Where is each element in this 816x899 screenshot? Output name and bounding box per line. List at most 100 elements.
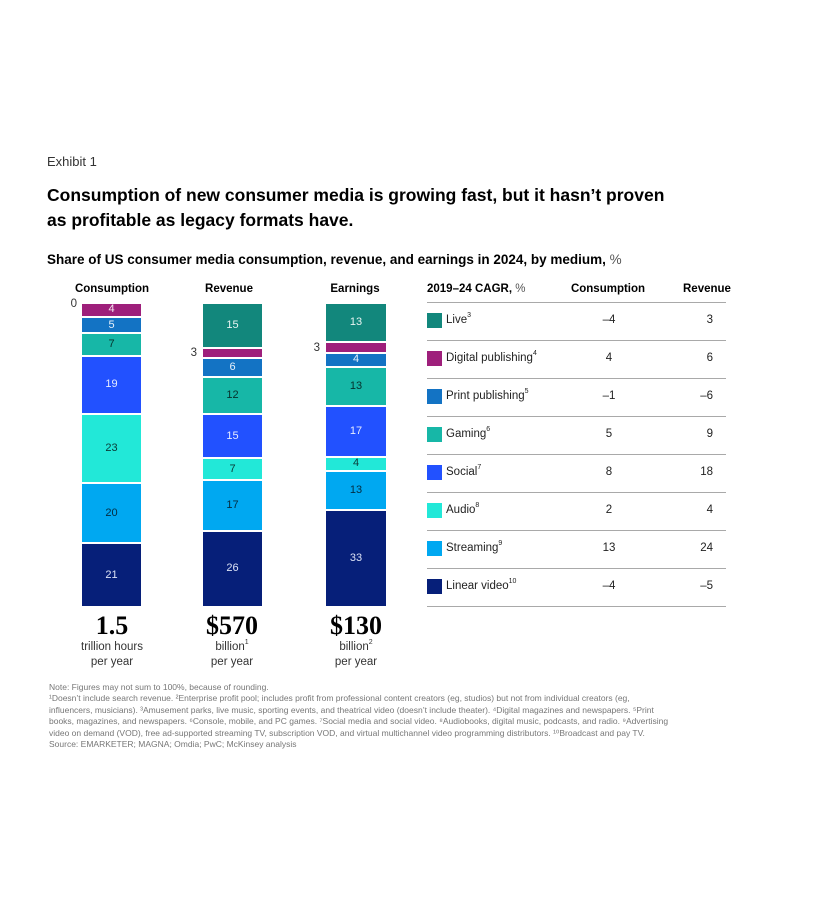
- segment-label: 3: [190, 347, 197, 360]
- chart-subtitle: Share of US consumer media consumption, …: [47, 252, 622, 267]
- segment-label: 4: [352, 457, 360, 470]
- total-consumption: 1.5 trillion hours per year: [42, 612, 182, 670]
- total-unit-text: billion: [215, 641, 245, 653]
- cagr-row-print-publishing: Print publishing5 –1 –6: [427, 378, 726, 416]
- bar-segment-social: 15: [203, 414, 262, 458]
- segment-label: 15: [226, 318, 239, 331]
- footnote-line: books, magazines, and newspapers. ⁶Conso…: [49, 716, 669, 727]
- cagr-revenue-value: 24: [700, 542, 713, 554]
- bar-segment-social: 19: [82, 356, 141, 413]
- bar-segment-digital-publishing: [203, 348, 262, 358]
- cagr-row-linear-video: Linear video10 –4 –5: [427, 568, 726, 606]
- total-unit: trillion hours: [42, 640, 182, 655]
- cagr-header-title: 2019–24 CAGR, %: [427, 283, 525, 295]
- title-line-1: Consumption of new consumer media is gro…: [47, 185, 665, 205]
- series-name: Print publishing: [446, 390, 525, 402]
- bar-segment-linear-video: 26: [203, 531, 262, 606]
- total-period: per year: [210, 656, 254, 668]
- footnote-ref: 7: [477, 464, 482, 472]
- legend-label: Live3: [446, 312, 471, 328]
- total-period: per year: [90, 656, 134, 668]
- bar-segment-print-publishing: 6: [203, 359, 262, 377]
- footnote-ref: 3: [467, 312, 472, 320]
- cagr-consumption-value: 2: [605, 504, 613, 516]
- total-unit-text: billion: [339, 641, 369, 653]
- legend-swatch-icon: [427, 541, 442, 556]
- cagr-revenue-value: 18: [700, 466, 713, 478]
- cagr-row-audio: Audio8 2 4: [427, 492, 726, 530]
- legend-swatch-icon: [427, 503, 442, 518]
- series-name: Audio: [446, 504, 476, 516]
- segment-label: 33: [349, 551, 363, 564]
- bar-segment-live: 15: [203, 304, 262, 347]
- bar-segment-streaming: 20: [82, 483, 141, 543]
- legend-label: Gaming6: [446, 426, 490, 442]
- cagr-revenue-value: 3: [706, 314, 713, 326]
- footnote-ref: 9: [498, 540, 503, 548]
- legend-label: Print publishing5: [446, 388, 529, 404]
- cagr-consumption-value: –4: [602, 314, 616, 326]
- segment-label: 17: [349, 425, 363, 437]
- total-value: $570: [206, 611, 258, 640]
- bar-segment-audio: 23: [82, 414, 141, 482]
- series-name: Gaming: [446, 428, 487, 440]
- segment-label: 3: [313, 341, 320, 354]
- legend-swatch-icon: [427, 389, 442, 404]
- stacked-bar-revenue: 15 3 6 12 15 7 17 26: [191, 304, 262, 606]
- exhibit-label: Exhibit 1: [47, 154, 97, 169]
- chart-unit: %: [609, 252, 622, 267]
- cagr-header-unit: %: [515, 283, 526, 295]
- total-revenue: $570 billion1 per year: [162, 612, 302, 670]
- cagr-header-text: 2019–24 CAGR,: [427, 283, 513, 295]
- bar-segment-social: 17: [326, 407, 386, 456]
- cagr-consumption-value: –1: [602, 390, 616, 402]
- bar-segment-digital-publishing: [326, 343, 386, 353]
- footnote-ref: 6: [486, 426, 491, 434]
- cagr-column-revenue: Revenue: [683, 283, 731, 295]
- segment-label: 20: [105, 506, 118, 519]
- legend-label: Audio8: [446, 502, 479, 518]
- bar-segment-print-publishing: 5: [82, 317, 141, 333]
- title-line-2: as profitable as legacy formats have.: [47, 210, 354, 230]
- cagr-consumption-value: 5: [605, 428, 613, 440]
- segment-label: 6: [229, 361, 236, 374]
- cagr-table: Live3 –4 3 Digital publishing4 4 6 Print publi…: [427, 302, 726, 607]
- cagr-row-digital-publishing: Digital publishing4 4 6: [427, 340, 726, 378]
- segment-label: 13: [349, 379, 363, 392]
- total-value: 1.5: [95, 611, 129, 640]
- bar-segment-linear-video: 33: [326, 510, 386, 606]
- cagr-revenue-value: –5: [700, 580, 713, 592]
- stacked-bar-consumption: 0 4 5 7 19 23 20 21: [71, 298, 141, 606]
- footnote-line: ¹Doesn’t include search revenue. ²Enterp…: [49, 693, 630, 704]
- cagr-column-consumption: Consumption: [570, 283, 646, 295]
- segment-label: 19: [105, 378, 118, 391]
- series-name: Linear video: [446, 580, 509, 592]
- legend-swatch-icon: [427, 351, 442, 366]
- footnote-ref: 2: [368, 639, 373, 647]
- category-label-earnings: Earnings: [330, 283, 380, 295]
- segment-label: 12: [226, 389, 239, 402]
- footnote-ref: 10: [508, 578, 517, 586]
- legend-label: Social7: [446, 464, 481, 480]
- legend-label: Digital publishing4: [446, 350, 537, 366]
- total-unit-text: trillion hours: [81, 641, 143, 653]
- bar-segment-streaming: 13: [326, 471, 386, 509]
- cagr-consumption-value: 13: [602, 542, 616, 554]
- bar-segment-gaming: 13: [326, 367, 386, 406]
- segment-label: 4: [108, 303, 115, 316]
- total-unit: billion1: [162, 639, 302, 655]
- bar-segment-gaming: 7: [82, 334, 141, 355]
- footnote-source: Source: EMARKETER; MAGNA; Omdia; PwC; Mc…: [49, 739, 297, 750]
- footnotes: Note: Figures may not sum to 100%, becau…: [49, 682, 668, 750]
- cagr-revenue-value: –6: [700, 390, 713, 402]
- stacked-bar-earnings: 13 3 4 13 17 4 13 33: [314, 304, 386, 606]
- cagr-table-header: 2019–24 CAGR, % Consumption Revenue: [427, 283, 737, 301]
- footnote-note: Note: Figures may not sum to 100%, becau…: [49, 682, 269, 692]
- footnote-line: video on demand (VOD), free ad-supported…: [49, 727, 645, 738]
- cagr-row-gaming: Gaming6 5 9: [427, 416, 726, 454]
- cagr-revenue-value: 6: [706, 352, 713, 364]
- series-name: Streaming: [446, 542, 499, 554]
- segment-label: 13: [349, 316, 363, 329]
- segment-label: 0: [70, 298, 77, 310]
- segment-label: 21: [105, 568, 118, 581]
